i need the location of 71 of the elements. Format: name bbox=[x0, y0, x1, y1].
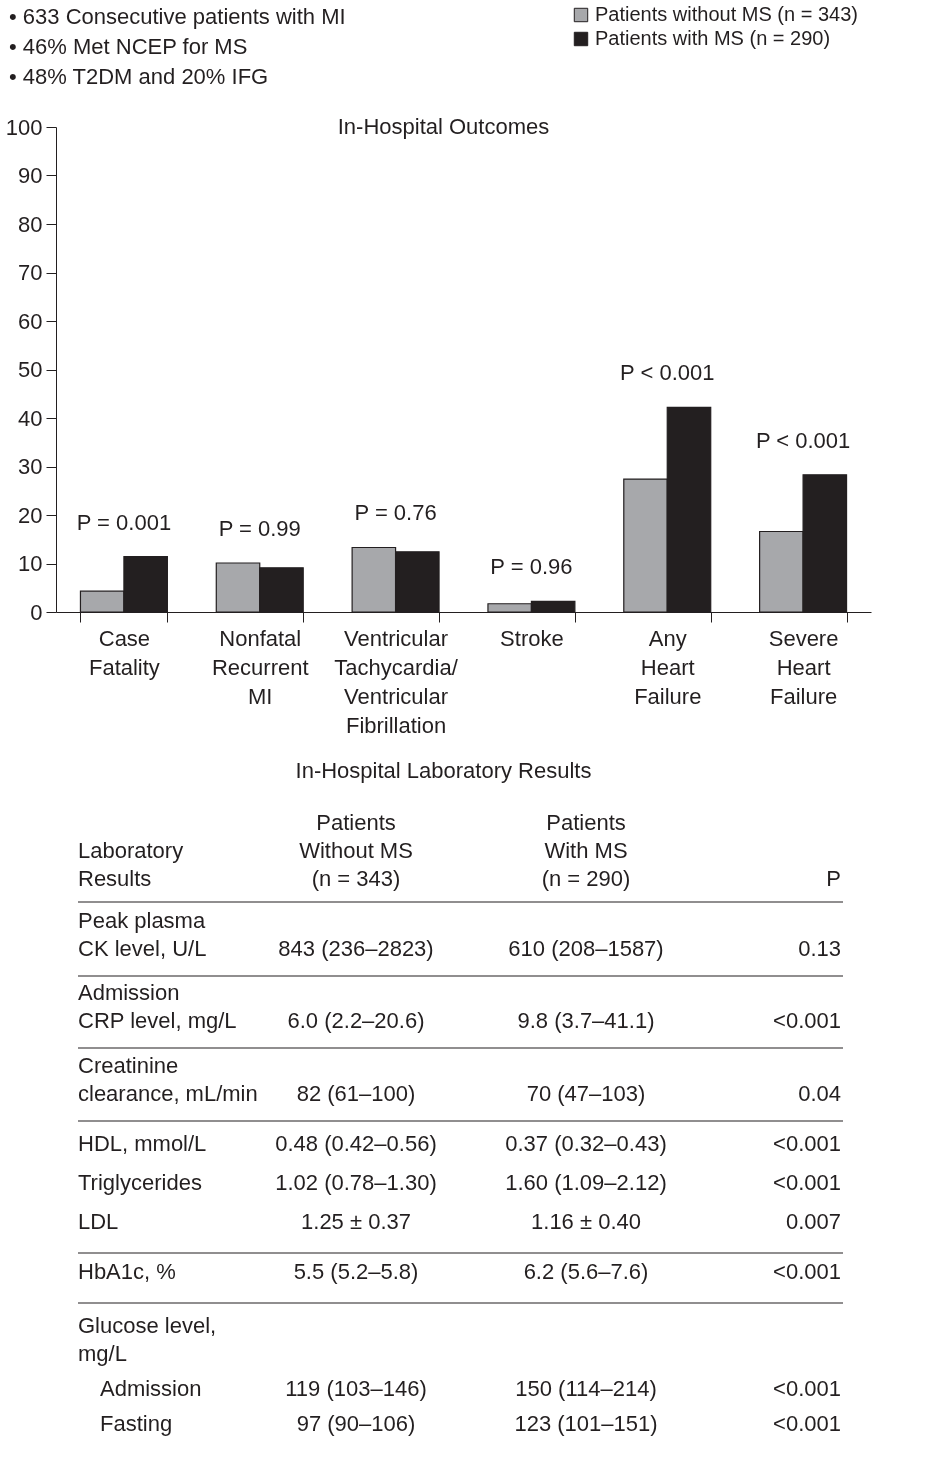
text: 0.007 bbox=[785, 1209, 841, 1234]
category-label: Admission bbox=[100, 1376, 202, 1401]
text: 1.02 (0.78–1.30) bbox=[275, 1170, 437, 1195]
x-tick-label: Nonfatal Recurrent MI bbox=[211, 625, 309, 709]
annotation: P = 0.001 bbox=[76, 509, 172, 535]
category-label: Glucose level, mg/L bbox=[78, 1313, 217, 1366]
text: <0.001 bbox=[773, 1170, 841, 1195]
y-tick-label: 40 bbox=[18, 405, 43, 431]
text: <0.001 bbox=[773, 1008, 841, 1033]
y-tick-label: 80 bbox=[18, 211, 43, 237]
y-tick-label: 90 bbox=[18, 163, 43, 188]
text: 119 (103–146) bbox=[285, 1376, 427, 1401]
text: 1.16 ± 0.40 bbox=[531, 1209, 641, 1234]
text: 1.60 (1.09–2.12) bbox=[505, 1170, 667, 1195]
category-label: Creatinine clearance, mL/min bbox=[78, 1053, 258, 1106]
y-tick-label: 100 bbox=[5, 114, 43, 140]
text: 0.37 (0.32–0.43) bbox=[505, 1131, 667, 1156]
text: 82 (61–100) bbox=[296, 1081, 416, 1106]
category-label: HDL, mmol/L bbox=[78, 1131, 207, 1156]
y-tick-label: 50 bbox=[18, 357, 43, 382]
category-label: Laboratory Results bbox=[78, 838, 184, 891]
text: <0.001 bbox=[773, 1411, 841, 1436]
category-label: Peak plasma CK level, U/L bbox=[78, 908, 207, 961]
text: 0.48 (0.42–0.56) bbox=[275, 1131, 437, 1156]
text: 9.8 (3.7–41.1) bbox=[517, 1008, 655, 1033]
y-tick-label: 0 bbox=[30, 599, 43, 625]
annotation: P < 0.001 bbox=[755, 427, 851, 453]
text: In-Hospital Laboratory Results bbox=[295, 758, 592, 783]
annotation: P < 0.001 bbox=[620, 360, 715, 386]
text: <0.001 bbox=[773, 1376, 841, 1401]
text: 150 (114–214) bbox=[515, 1376, 657, 1401]
category-label: Fasting bbox=[100, 1411, 173, 1436]
y-tick-label: 70 bbox=[18, 260, 43, 285]
y-tick-label: 30 bbox=[18, 454, 43, 479]
x-tick-label: Case Fatality bbox=[88, 625, 160, 680]
legend-label: Patients with MS (n = 290) bbox=[595, 27, 831, 49]
x-tick-label: Any Heart Failure bbox=[634, 625, 702, 709]
category-label: Admission CRP level, mg/L bbox=[78, 980, 237, 1033]
x-tick-label: Stroke bbox=[500, 625, 564, 651]
category-label: Patients With MS (n = 290) bbox=[541, 810, 631, 891]
category-label: Patients Without MS (n = 343) bbox=[299, 810, 413, 891]
text: <0.001 bbox=[773, 1259, 841, 1284]
category-label: P bbox=[826, 866, 841, 891]
text: 843 (236–2823) bbox=[278, 936, 434, 961]
x-tick-label: Severe Heart Failure bbox=[768, 625, 839, 709]
text: 6.2 (5.6–7.6) bbox=[523, 1259, 649, 1284]
text: 0.13 bbox=[798, 936, 841, 961]
annotation: P = 0.99 bbox=[218, 516, 301, 542]
text: • 633 Consecutive patients with MI bbox=[9, 4, 346, 29]
text: 610 (208–1587) bbox=[508, 936, 664, 961]
text: <0.001 bbox=[773, 1131, 841, 1156]
text: • 48% T2DM and 20% IFG bbox=[9, 64, 269, 89]
y-tick-label: 10 bbox=[18, 551, 43, 576]
y-tick-label: 60 bbox=[18, 308, 43, 334]
text: 0.04 bbox=[798, 1081, 841, 1106]
category-label: Triglycerides bbox=[78, 1170, 202, 1195]
legend-label: Patients without MS (n = 343) bbox=[595, 3, 858, 25]
chart-title: In-Hospital Outcomes bbox=[337, 114, 550, 139]
text: 97 (90–106) bbox=[296, 1411, 416, 1436]
annotation: P = 0.96 bbox=[490, 554, 573, 580]
text: 70 (47–103) bbox=[526, 1081, 646, 1106]
category-label: HbA1c, % bbox=[78, 1259, 176, 1284]
text: 1.25 ± 0.37 bbox=[301, 1209, 411, 1234]
category-label: LDL bbox=[78, 1209, 119, 1234]
text: 6.0 (2.2–20.6) bbox=[287, 1008, 425, 1033]
x-tick-label: Ventricular Tachycardia/ Ventricular Fibrillation bbox=[334, 625, 459, 738]
text: 5.5 (5.2–5.8) bbox=[293, 1259, 419, 1284]
text: 123 (101–151) bbox=[514, 1411, 658, 1436]
text: • 46% Met NCEP for MS bbox=[9, 34, 248, 59]
annotation: P = 0.76 bbox=[354, 500, 437, 526]
y-tick-label: 20 bbox=[18, 502, 43, 528]
